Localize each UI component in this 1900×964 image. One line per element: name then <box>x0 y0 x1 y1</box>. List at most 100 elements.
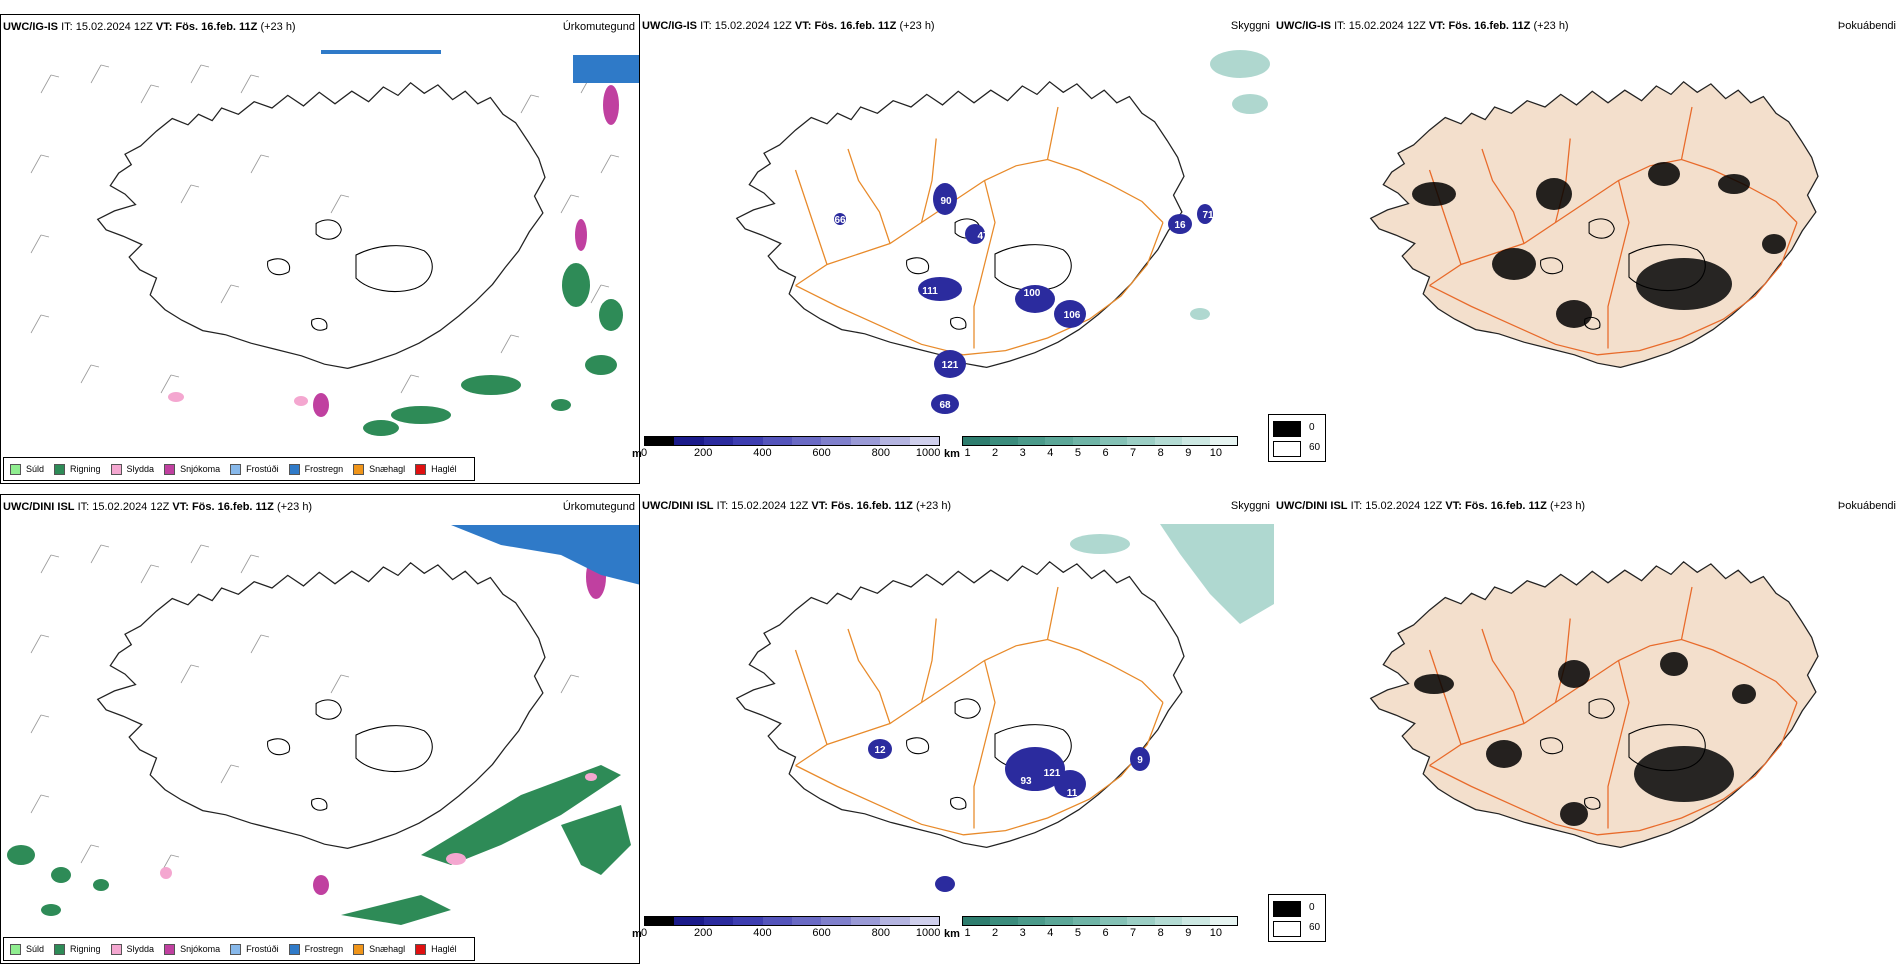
fog-map <box>1370 561 1819 849</box>
tick: 3 <box>1019 927 1026 939</box>
legend-item: Snjókoma <box>164 943 220 955</box>
tick: 10 <box>1209 927 1223 939</box>
legend-item: Snjókoma <box>164 463 220 475</box>
tick: 8 <box>1157 447 1164 459</box>
tick: 5 <box>1074 447 1081 459</box>
visibility-map: 66 90 47 8 111 100 106 16 71 121 68 <box>736 50 1270 414</box>
vis-label: 47 <box>977 231 989 242</box>
legend-item: Rigning <box>54 943 101 955</box>
panel-name: Skyggni <box>1230 20 1270 32</box>
legend-item: Snæhagl <box>353 943 405 955</box>
tick: 9 <box>1185 927 1192 939</box>
unit-m: m <box>632 448 642 460</box>
tick: 10 <box>1209 447 1223 459</box>
vis-label: 71 <box>1202 210 1214 221</box>
legend-item: Frostúði <box>230 463 279 475</box>
tick: 600 <box>812 447 831 459</box>
vis-label: 68 <box>939 400 951 411</box>
unit-km: km <box>944 448 960 460</box>
panel-title: UWC/DINI ISL IT: 15.02.2024 12Z VT: Fös.… <box>1276 500 1586 512</box>
panel-title: UWC/IG-IS IT: 15.02.2024 12Z VT: Fös. 16… <box>1276 20 1569 32</box>
legend-item: Haglél <box>415 463 457 475</box>
legend-item: Slydda <box>110 463 154 475</box>
fog-panel-row1: UWC/IG-IS IT: 15.02.2024 12Z VT: Fös. 16… <box>1274 14 1900 484</box>
precip-legend: Súld Rigning Slydda Snjókoma Frostúði Fr… <box>3 937 475 961</box>
tick: 9 <box>1185 447 1192 459</box>
tick: 3 <box>1019 447 1026 459</box>
visibility-m-colorbar: 0 200 400 600 800 1000 <box>640 916 941 940</box>
tick: 200 <box>694 447 713 459</box>
tick: 7 <box>1130 447 1137 459</box>
visibility-km-colorbar: 1 2 3 4 5 6 7 8 9 10 <box>962 436 1238 460</box>
tick: 0 <box>640 927 648 939</box>
tick: 800 <box>871 447 890 459</box>
vis-label: 121 <box>942 360 959 371</box>
tick: 400 <box>753 927 772 939</box>
panel-name: Þokuábendi <box>1837 20 1896 32</box>
panel-title: UWC/DINI ISL IT: 15.02.2024 12Z VT: Fös.… <box>642 500 952 512</box>
fog-key: 0 60 <box>1268 894 1326 942</box>
panel-name: Skyggni <box>1230 500 1270 512</box>
legend-item: Slydda <box>110 943 154 955</box>
tick: 400 <box>753 447 772 459</box>
tick: 4 <box>1047 927 1054 939</box>
tick: 2 <box>992 447 999 459</box>
tick: 4 <box>1047 447 1054 459</box>
precip-map <box>7 525 639 925</box>
legend-item: Frostúði <box>230 943 279 955</box>
unit-m: m <box>632 928 642 940</box>
tick: 800 <box>871 927 890 939</box>
tick: 2 <box>992 927 999 939</box>
vis-label: 93 <box>1020 776 1032 787</box>
tick: 1 <box>964 447 971 459</box>
vis-label: 11 <box>1067 788 1078 799</box>
legend-item: Frostregn <box>288 463 343 475</box>
vis-label: 12 <box>874 745 886 756</box>
tick: 6 <box>1102 447 1109 459</box>
vis-label: 66 <box>834 215 846 226</box>
fog-map <box>1370 81 1819 369</box>
vis-label: 106 <box>1064 310 1081 321</box>
visibility-m-colorbar: 0 200 400 600 800 1000 <box>640 436 941 460</box>
legend-item: Frostregn <box>288 943 343 955</box>
tick: 1000 <box>915 447 941 459</box>
panel-name: Þokuábendi <box>1837 500 1896 512</box>
precip-type-panel-row2: UWC/DINI ISL IT: 15.02.2024 12Z VT: Fös.… <box>0 494 640 964</box>
fog-panel-row2: UWC/DINI ISL IT: 15.02.2024 12Z VT: Fös.… <box>1274 494 1900 964</box>
panel-name: Úrkomutegund <box>562 21 635 33</box>
legend-item: Snæhagl <box>353 463 405 475</box>
legend-item: Súld <box>10 943 44 955</box>
vis-label: 121 <box>1044 768 1061 779</box>
panel-title: UWC/IG-IS IT: 15.02.2024 12Z VT: Fös. 16… <box>642 20 935 32</box>
tick: 0 <box>640 447 648 459</box>
precip-map <box>30 50 639 436</box>
legend-item: Súld <box>10 463 44 475</box>
tick: 7 <box>1130 927 1137 939</box>
tick: 1000 <box>915 927 941 939</box>
visibility-km-colorbar: 1 2 3 4 5 6 7 8 9 10 <box>962 916 1238 940</box>
legend-item: Haglél <box>415 943 457 955</box>
precip-type-panel-row1: UWC/IG-IS IT: 15.02.2024 12Z VT: Fös. 16… <box>0 14 640 484</box>
visibility-map: 12 93 121 11 9 <box>736 524 1274 892</box>
vis-label: 16 <box>1174 220 1186 231</box>
vis-label: 8 <box>949 262 955 273</box>
tick: 8 <box>1157 927 1164 939</box>
legend-item: Rigning <box>54 463 101 475</box>
vis-label: 90 <box>940 196 952 207</box>
vis-label: 9 <box>1137 755 1143 766</box>
tick: 600 <box>812 927 831 939</box>
visibility-panel-row2: UWC/DINI ISL IT: 15.02.2024 12Z VT: Fös.… <box>640 494 1274 964</box>
vis-label: 111 <box>922 286 938 297</box>
tick: 5 <box>1074 927 1081 939</box>
tick: 6 <box>1102 927 1109 939</box>
visibility-panel-row1: UWC/IG-IS IT: 15.02.2024 12Z VT: Fös. 16… <box>640 14 1274 484</box>
vis-label: 100 <box>1024 288 1041 299</box>
panel-title: UWC/DINI ISL IT: 15.02.2024 12Z VT: Fös.… <box>3 501 313 513</box>
panel-title: UWC/IG-IS IT: 15.02.2024 12Z VT: Fös. 16… <box>3 21 296 33</box>
tick: 1 <box>964 927 971 939</box>
fog-key: 0 60 <box>1268 414 1326 462</box>
panel-name: Úrkomutegund <box>562 501 635 513</box>
unit-km: km <box>944 928 960 940</box>
tick: 200 <box>694 927 713 939</box>
precip-legend: Súld Rigning Slydda Snjókoma Frostúði Fr… <box>3 457 475 481</box>
